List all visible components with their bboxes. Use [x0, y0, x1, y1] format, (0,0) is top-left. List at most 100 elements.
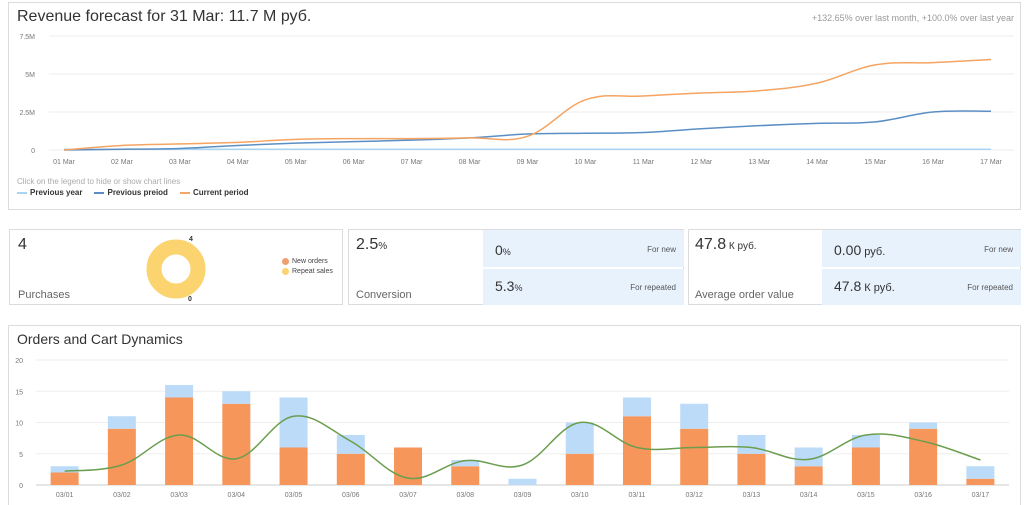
cart-bar	[794, 447, 823, 467]
orders-x-tick: 03/11	[628, 492, 645, 499]
legend-previous-period[interactable]: Previous preiod	[94, 188, 168, 197]
revenue-x-tick: 11 Mar	[633, 159, 655, 166]
purchases-value: 4	[18, 236, 27, 253]
cart-bar	[165, 385, 194, 398]
legend-hint: Click on the legend to hide or show char…	[17, 177, 181, 186]
legend-new-orders[interactable]: New orders	[282, 258, 333, 265]
legend-line-icon	[179, 191, 190, 194]
legend-previous-year[interactable]: Previous year	[17, 188, 82, 197]
cart-bar	[622, 397, 651, 417]
orders-x-tick: 03/12	[685, 492, 703, 499]
revenue-x-tick: 06 Mar	[343, 159, 365, 166]
donut-top-label: 4	[189, 236, 193, 243]
orders-bar	[622, 416, 651, 485]
orders-x-tick: 03/08	[456, 492, 474, 499]
cart-bar	[737, 435, 766, 454]
conversion-card: 2.5% Conversion 0% For new 5.3% For repe…	[348, 229, 684, 305]
cart-bar	[222, 391, 251, 404]
revenue-x-tick: 04 Mar	[227, 159, 249, 166]
cart-bar	[851, 435, 880, 448]
revenue-x-tick: 16 Mar	[922, 159, 944, 166]
orders-bar	[451, 466, 480, 485]
purchases-caption: Purchases	[18, 289, 70, 301]
cart-bar	[966, 466, 995, 479]
orders-bar	[165, 397, 194, 485]
orders-x-tick: 03/04	[228, 492, 246, 499]
cart-bar	[508, 478, 537, 485]
revenue-legend: Previous year Previous preiod Current pe…	[17, 188, 249, 197]
conversion-new-label: For new	[647, 245, 676, 254]
orders-x-tick: 03/02	[113, 492, 131, 499]
cart-bar	[680, 403, 709, 429]
orders-x-tick: 03/15	[857, 492, 875, 499]
conversion-repeated-label: For repeated	[630, 283, 676, 292]
orders-bar	[680, 428, 709, 485]
orders-x-tick: 03/17	[972, 492, 990, 499]
orders-bar	[336, 453, 365, 485]
average-order-value-card: 47.8 К руб. Average order value 0.00 руб…	[688, 229, 1021, 305]
purchases-card: 4 Purchases 4 0 New orders Repeat sales	[9, 229, 343, 305]
purchases-legend: New orders Repeat sales	[282, 258, 333, 278]
cart-bar	[565, 422, 594, 454]
cart-bar	[909, 422, 938, 429]
revenue-forecast-title: Revenue forecast for 31 Mar: 11.7 M руб.	[17, 8, 312, 25]
orders-bar	[107, 428, 136, 485]
revenue-y-tick: 7.5M	[19, 34, 35, 41]
conversion-repeated-cell: 5.3% For repeated	[483, 269, 684, 305]
legend-repeat-sales[interactable]: Repeat sales	[282, 268, 333, 275]
legend-dot-icon	[282, 258, 289, 265]
orders-bar	[50, 472, 79, 485]
orders-trend-line	[64, 415, 981, 480]
orders-y-tick: 5	[19, 452, 23, 459]
legend-label: New orders	[292, 258, 328, 265]
revenue-series-line	[63, 58, 992, 151]
orders-bar	[966, 478, 995, 485]
orders-y-tick: 20	[15, 358, 23, 365]
aov-repeated-value: 47.8 К руб.	[834, 278, 895, 294]
revenue-y-tick: 5M	[25, 72, 35, 79]
revenue-x-tick: 12 Mar	[690, 159, 712, 166]
revenue-forecast-panel: Revenue forecast for 31 Mar: 11.7 M руб.…	[8, 2, 1021, 210]
revenue-y-tick: 0	[31, 148, 35, 155]
legend-label: Previous year	[30, 188, 83, 197]
conversion-caption: Conversion	[356, 289, 412, 301]
aov-repeated-label: For repeated	[967, 283, 1013, 292]
orders-bar	[851, 447, 880, 485]
revenue-comparison-text: +132.65% over last month, +100.0% over l…	[811, 13, 1014, 23]
orders-bar	[394, 447, 423, 485]
revenue-x-tick: 17 Mar	[980, 159, 1002, 166]
orders-x-tick: 03/10	[571, 492, 589, 499]
orders-x-tick: 03/13	[743, 492, 761, 499]
orders-bar	[737, 453, 766, 485]
orders-y-tick: 15	[15, 389, 23, 396]
orders-y-tick: 0	[19, 483, 23, 490]
aov-new-label: For new	[984, 245, 1013, 254]
revenue-x-tick: 14 Mar	[806, 159, 828, 166]
orders-x-tick: 03/06	[342, 492, 360, 499]
legend-label: Previous preiod	[107, 188, 168, 197]
legend-label: Current period	[192, 188, 249, 197]
legend-current-period[interactable]: Current period	[179, 188, 249, 197]
cart-bar	[50, 466, 79, 473]
revenue-x-tick: 05 Mar	[285, 159, 307, 166]
conversion-new-cell: 0% For new	[483, 230, 684, 267]
revenue-x-tick: 02 Mar	[111, 159, 133, 166]
orders-bar	[794, 466, 823, 485]
orders-x-tick: 03/09	[514, 492, 532, 499]
revenue-x-tick: 08 Mar	[459, 159, 481, 166]
revenue-x-tick: 13 Mar	[748, 159, 770, 166]
orders-bar	[222, 403, 251, 485]
revenue-x-tick: 03 Mar	[169, 159, 191, 166]
orders-cart-title: Orders and Cart Dynamics	[17, 331, 183, 347]
aov-value: 47.8 К руб.	[695, 236, 757, 253]
orders-bar	[909, 428, 938, 485]
orders-bar	[565, 453, 594, 485]
cart-bar	[451, 460, 480, 467]
aov-new-cell: 0.00 руб. For new	[822, 230, 1021, 267]
legend-line-icon	[17, 191, 27, 194]
revenue-x-tick: 01 Mar	[53, 159, 75, 166]
orders-x-tick: 03/01	[56, 492, 74, 499]
orders-bar-chart: 0 5 10 15 20 03/01 03/02 03/03 03/04 03/05 03/06 03…	[15, 358, 1009, 499]
cart-bar	[279, 397, 308, 448]
aov-new-value: 0.00 руб.	[834, 242, 886, 258]
